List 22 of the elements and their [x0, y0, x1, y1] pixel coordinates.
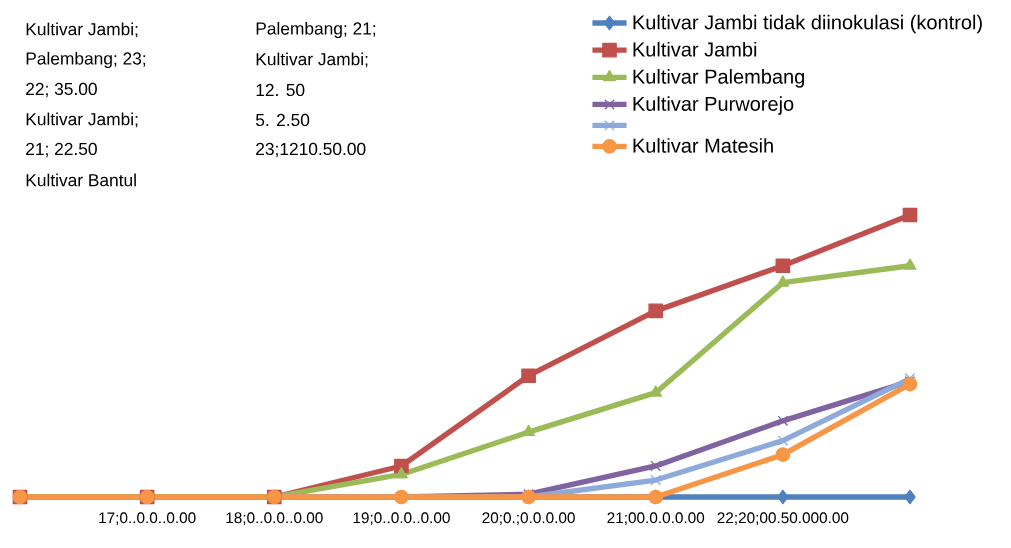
x-tick-label: 22;20;00.50.000.00 [717, 512, 849, 526]
x-tick-label: 20;0.;0.0.0.00 [482, 512, 575, 526]
legend-label: Kultivar Palembang [633, 69, 804, 88]
legend-label: Kultivar Matesih [633, 138, 773, 153]
x-tick-label: 19;0..0.0..0.00 [353, 512, 450, 526]
legend-label: Kultivar Purworejo [633, 96, 794, 115]
text: 22; 35.00 [26, 82, 97, 98]
x-tick-label: 18;0..0.0..0.00 [226, 512, 323, 526]
text: 23;1210.50.00 [256, 142, 366, 158]
text: 5. 2.50 [255, 113, 310, 127]
text: Kultivar Jambi; [256, 52, 368, 68]
text: 21; 22.50 [26, 142, 97, 158]
text: Kultivar Bantul [26, 173, 136, 187]
text: Kultivar Jambi; [26, 22, 138, 38]
text: Palembang; 21; [256, 21, 376, 39]
text: 12. 50 [256, 83, 305, 97]
text: Palembang; 23; [26, 51, 146, 69]
text: Kultivar Jambi; [26, 112, 138, 128]
x-tick-label: 17;0..0.0..0.00 [99, 512, 196, 526]
legend-label: Kultivar Jambi [633, 41, 757, 57]
legend-label: Kultivar Jambi tidak diinokulasi (kontrol) [633, 14, 982, 34]
x-tick-label: 21;00.0.0.0.00 [607, 512, 705, 526]
